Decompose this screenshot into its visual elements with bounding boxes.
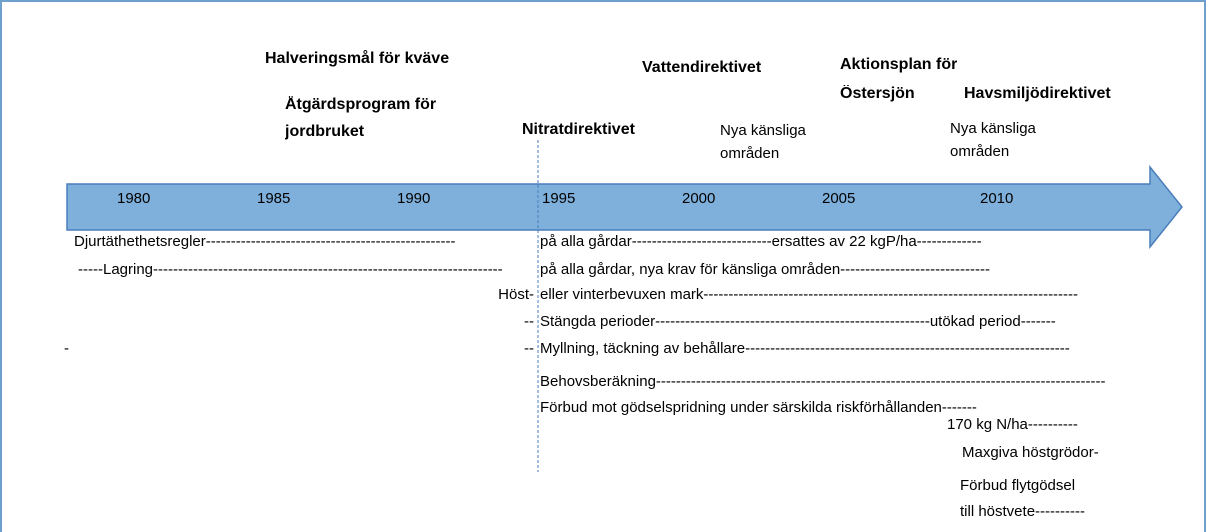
rule-text: Förbud flytgödsel (960, 477, 1076, 494)
rule-text: Höst- (498, 286, 534, 303)
year-label: 1985 (257, 190, 291, 207)
year-label: 1995 (542, 190, 576, 207)
rule-text: på alla gårdar, nya krav för känsliga om… (540, 261, 991, 278)
note: Nya känsliga (720, 122, 806, 139)
rule-text: 170 kg N/ha---------- (947, 416, 1078, 433)
rule-text: Förbud mot gödselspridning under särskil… (540, 399, 977, 416)
rule-text: Myllning, täckning av behållare---------… (540, 340, 1070, 357)
rule-text: Maxgiva höstgrödor- (962, 444, 1099, 461)
event-heading: jordbruket (285, 123, 365, 140)
rule-text: Stängda perioder------------------------… (540, 313, 1056, 330)
rule-text: -----Lagring----------------------------… (78, 261, 503, 278)
year-label: 2005 (822, 190, 856, 207)
year-label: 2000 (682, 190, 716, 207)
note: områden (720, 145, 780, 162)
timeline-arrow (66, 164, 1183, 250)
rule-text: till höstvete---------- (960, 503, 1085, 520)
event-heading: Halveringsmål för kväve (265, 50, 450, 67)
rule-text: eller vinterbevuxen mark----------------… (540, 286, 1079, 303)
rule-text: -- (524, 313, 534, 330)
event-heading: Aktionsplan för (840, 56, 958, 73)
rule-text: -- (524, 340, 534, 357)
note: Nya känsliga (950, 120, 1036, 137)
year-label: 1990 (397, 190, 431, 207)
note: områden (950, 143, 1010, 160)
rule-text: Behovsberäkning-------------------------… (540, 373, 1106, 390)
rule-text: på alla gårdar--------------------------… (540, 233, 982, 250)
event-heading: Östersjön (840, 85, 915, 102)
rule-text: Djurtäthethetsregler--------------------… (74, 233, 456, 250)
rule-text: - (64, 340, 69, 357)
year-label: 2010 (980, 190, 1014, 207)
event-heading: Åtgärdsprogram för (285, 96, 437, 113)
event-heading: Vattendirektivet (642, 59, 762, 76)
event-heading: Nitratdirektivet (522, 121, 635, 138)
event-heading: Havsmiljödirektivet (964, 85, 1111, 102)
year-label: 1980 (117, 190, 151, 207)
